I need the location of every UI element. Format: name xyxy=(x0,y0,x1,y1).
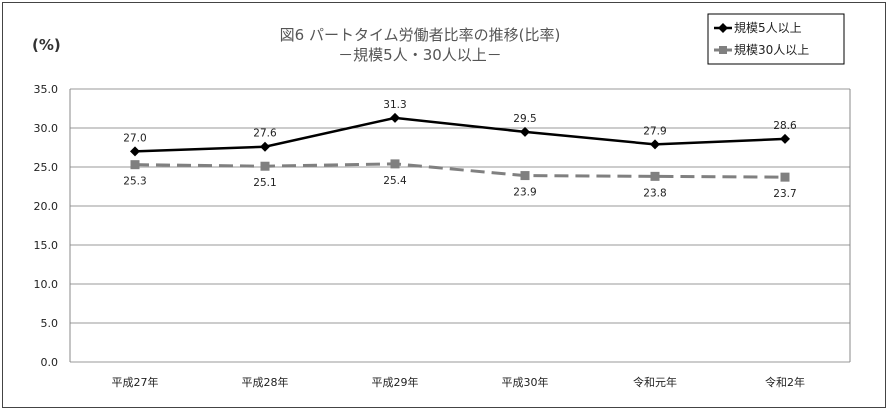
data-label: 25.1 xyxy=(253,177,276,189)
data-point-diamond xyxy=(650,139,660,150)
legend-marker-square xyxy=(719,46,727,54)
data-label: 27.9 xyxy=(643,125,666,137)
data-point-square xyxy=(130,160,140,170)
data-point-diamond xyxy=(260,141,270,152)
y-tick-label: 10.0 xyxy=(34,278,59,291)
data-point-diamond xyxy=(390,112,400,123)
chart-title: 図6 パートタイム労働者比率の推移(比率) xyxy=(280,26,561,44)
series-line-0 xyxy=(134,116,786,153)
legend-marker-diamond xyxy=(718,23,728,33)
x-tick-label: 平成27年 xyxy=(112,375,159,389)
data-label: 29.5 xyxy=(513,113,536,125)
data-point-square xyxy=(650,171,660,181)
data-point-square xyxy=(520,171,530,181)
data-label: 28.6 xyxy=(773,120,797,132)
x-tick-label: 平成29年 xyxy=(372,375,419,389)
data-label: 25.3 xyxy=(123,176,146,188)
y-tick-label: 15.0 xyxy=(34,239,59,252)
data-point-square xyxy=(260,161,270,171)
x-tick-label: 平成28年 xyxy=(242,375,289,389)
data-point-diamond xyxy=(520,126,530,137)
y-tick-label: 25.0 xyxy=(34,161,59,174)
data-label: 27.6 xyxy=(253,128,277,140)
legend: 規模5人以上 規模30人以上 xyxy=(707,13,845,65)
legend-label-5: 規模5人以上 xyxy=(734,20,802,35)
chart-frame xyxy=(2,2,886,408)
x-tick-label: 令和元年 xyxy=(633,375,677,389)
data-label: 23.7 xyxy=(773,188,796,200)
data-point-square xyxy=(390,159,400,169)
data-label: 23.8 xyxy=(643,187,666,199)
y-tick-label: 30.0 xyxy=(34,122,59,135)
data-point-diamond xyxy=(130,146,140,157)
data-label: 31.3 xyxy=(383,99,406,111)
data-label: 23.9 xyxy=(513,187,536,199)
data-point-square xyxy=(780,172,790,182)
y-axis-unit: (%) xyxy=(32,36,61,54)
y-tick-label: 20.0 xyxy=(34,200,59,213)
x-tick-label: 平成30年 xyxy=(502,375,549,389)
y-tick-label: 0.0 xyxy=(41,356,59,369)
data-label: 25.4 xyxy=(383,175,407,187)
y-tick-label: 5.0 xyxy=(41,317,59,330)
chart-subtitle: －規模5人・30人以上－ xyxy=(338,46,502,64)
legend-label-30: 規模30人以上 xyxy=(734,42,809,57)
data-point-diamond xyxy=(780,133,790,144)
x-tick-label: 令和2年 xyxy=(765,375,805,389)
data-label: 27.0 xyxy=(123,132,146,144)
series-line-1 xyxy=(134,162,786,179)
y-tick-label: 35.0 xyxy=(34,83,59,96)
